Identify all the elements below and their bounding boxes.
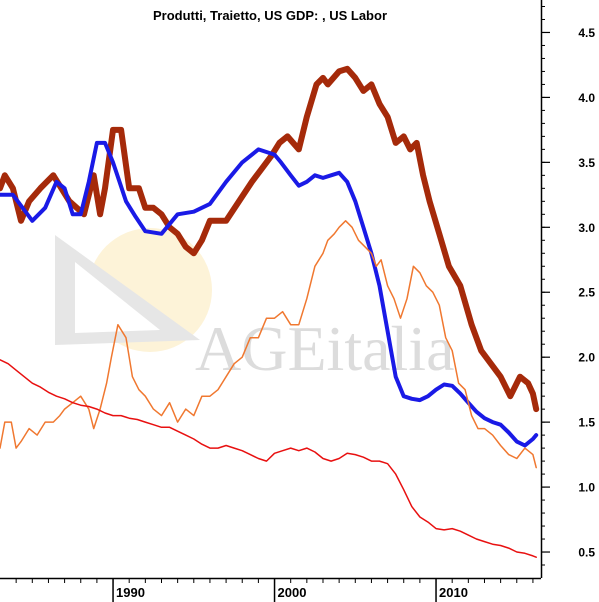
watermark-arrow-inner-icon <box>75 262 160 333</box>
chart-title: Produtti, Traietto, US GDP: , US Labor <box>153 8 387 23</box>
y-tick-label: 2.5 <box>578 286 595 300</box>
series-layer <box>0 65 540 558</box>
series-line-4 <box>0 359 537 558</box>
x-tick-label: 2010 <box>439 585 468 600</box>
x-ticks: 1990 2000 2010 <box>112 578 468 602</box>
y-ticks: 0.5 1.0 1.5 2.0 2.5 3.0 3.5 4.0 4.5 <box>541 26 595 560</box>
x-tick-label: 2000 <box>278 585 307 600</box>
watermark-text: AGEitalia <box>195 313 454 384</box>
y-tick-label: 4.0 <box>578 91 595 105</box>
y-tick-label: 1.5 <box>578 416 595 430</box>
series-line-2 <box>0 140 539 448</box>
watermark-logo: AGEitalia <box>55 228 454 384</box>
x-tick-label: 1990 <box>116 585 145 600</box>
y-tick-label: 3.0 <box>578 221 595 235</box>
series-line-1 <box>0 65 540 413</box>
y-tick-label: 3.5 <box>578 156 595 170</box>
y-tick-label: 4.5 <box>578 26 595 40</box>
y-tick-label: 2.0 <box>578 351 595 365</box>
y-tick-label: 1.0 <box>578 481 595 495</box>
y-tick-label: 0.5 <box>578 546 595 560</box>
